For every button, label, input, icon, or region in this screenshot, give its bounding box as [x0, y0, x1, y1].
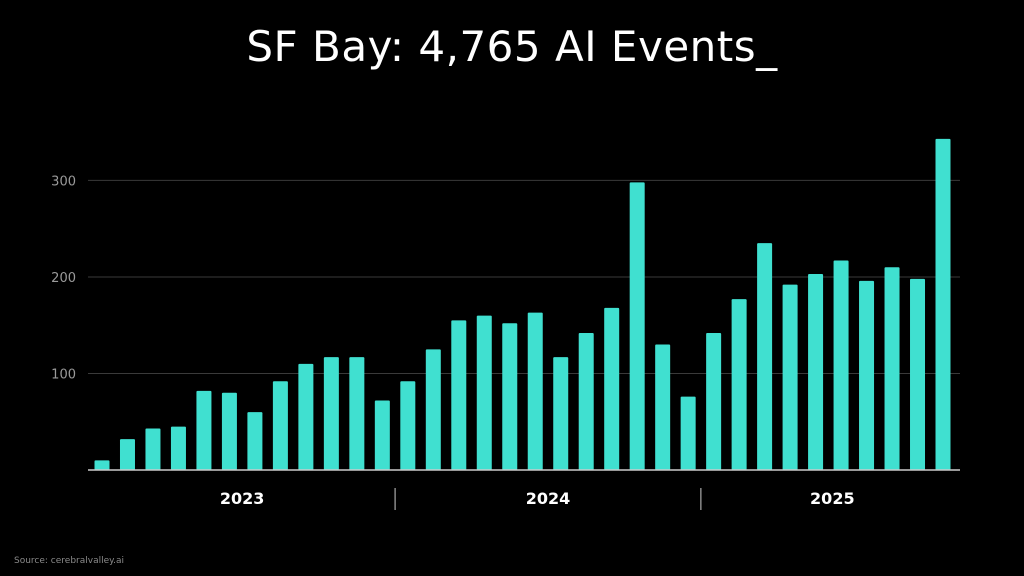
bar [629, 182, 645, 470]
bar [502, 323, 518, 470]
bar [374, 400, 390, 470]
bar [145, 428, 161, 470]
bar [400, 381, 416, 470]
year-label: 2024 [526, 489, 571, 508]
bar [298, 363, 314, 470]
bar [655, 344, 671, 470]
bar [451, 320, 467, 470]
bar [731, 299, 747, 470]
bar [476, 315, 492, 470]
bar [706, 332, 722, 470]
bar [170, 426, 186, 470]
bar [221, 392, 237, 470]
y-tick-label: 100 [51, 367, 76, 382]
bar [119, 439, 135, 470]
bar [425, 349, 441, 470]
bar [527, 312, 543, 470]
source-note: Source: cerebralvalley.ai [14, 556, 125, 566]
bar [247, 412, 263, 470]
bar [884, 267, 900, 470]
bar [833, 260, 849, 470]
y-tick-label: 300 [51, 174, 76, 189]
bar [272, 381, 288, 470]
bar [323, 357, 339, 470]
bar [757, 243, 773, 470]
chart-title: SF Bay: 4,765 AI Events_ [246, 22, 778, 71]
bar [94, 460, 110, 470]
bar [553, 357, 569, 470]
bar [935, 138, 951, 471]
bar [910, 278, 926, 470]
bar [196, 390, 212, 470]
year-label: 2025 [810, 489, 855, 508]
bar [782, 284, 798, 470]
bar [680, 396, 696, 470]
bar [859, 280, 875, 470]
bar [578, 332, 594, 470]
bar [604, 307, 620, 470]
bar [349, 357, 365, 470]
y-tick-label: 200 [51, 271, 76, 286]
bar [808, 274, 824, 470]
year-label: 2023 [220, 489, 265, 508]
